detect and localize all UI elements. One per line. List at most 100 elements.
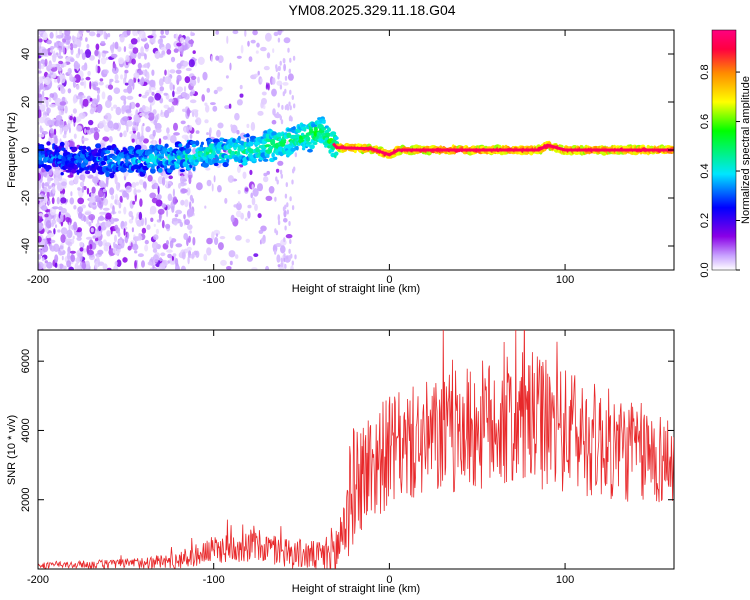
noise-speck bbox=[230, 214, 235, 223]
ridge-cell bbox=[59, 141, 65, 147]
y-tick-label: -20 bbox=[20, 190, 32, 206]
noise-speck bbox=[61, 255, 64, 261]
noise-speck bbox=[244, 187, 249, 192]
noise-speck bbox=[72, 44, 78, 49]
noise-speck bbox=[114, 224, 119, 230]
noise-speck bbox=[59, 245, 64, 250]
noise-speck bbox=[85, 76, 91, 81]
noise-speck bbox=[84, 49, 92, 58]
noise-speck bbox=[63, 140, 70, 147]
noise-speck bbox=[192, 50, 196, 54]
noise-speck bbox=[88, 214, 96, 221]
noise-speck bbox=[180, 175, 185, 184]
noise-speck bbox=[175, 264, 180, 270]
noise-speck bbox=[72, 235, 75, 240]
y-tick-label: 4000 bbox=[20, 418, 32, 442]
ridge-cell bbox=[246, 133, 250, 138]
noise-speck bbox=[145, 71, 150, 81]
noise-speck bbox=[69, 250, 76, 254]
noise-speck bbox=[274, 249, 277, 255]
noise-speck bbox=[235, 202, 242, 211]
noise-speck bbox=[45, 220, 52, 229]
noise-speck bbox=[285, 234, 293, 239]
noise-speck bbox=[73, 205, 77, 210]
noise-speck bbox=[47, 185, 52, 189]
noise-speck bbox=[51, 197, 55, 205]
noise-speck bbox=[192, 236, 196, 246]
y-tick-label: -40 bbox=[20, 238, 32, 254]
noise-speck bbox=[130, 242, 133, 248]
noise-speck bbox=[274, 196, 277, 202]
noise-speck bbox=[74, 262, 79, 270]
noise-speck bbox=[62, 134, 67, 139]
noise-speck bbox=[247, 40, 250, 47]
noise-speck bbox=[147, 261, 153, 266]
noise-speck bbox=[164, 30, 170, 36]
noise-speck bbox=[122, 257, 128, 263]
noise-speck bbox=[38, 61, 42, 70]
noise-speck bbox=[54, 224, 58, 229]
noise-speck bbox=[105, 56, 109, 61]
noise-speck bbox=[64, 212, 71, 219]
noise-speck bbox=[158, 78, 164, 87]
ridge-cell bbox=[649, 145, 654, 150]
ridge-cell bbox=[208, 139, 213, 143]
noise-speck bbox=[276, 254, 281, 263]
noise-speck bbox=[279, 60, 282, 66]
noise-speck bbox=[90, 191, 96, 198]
noise-speck bbox=[160, 252, 166, 257]
noise-speck bbox=[277, 214, 280, 222]
noise-speck bbox=[66, 229, 73, 239]
noise-speck bbox=[132, 30, 137, 36]
noise-speck bbox=[88, 196, 96, 203]
noise-speck bbox=[281, 104, 284, 110]
noise-speck bbox=[42, 75, 45, 80]
noise-speck bbox=[102, 263, 108, 270]
noise-speck bbox=[66, 40, 70, 45]
noise-speck bbox=[164, 76, 171, 85]
noise-speck bbox=[180, 188, 188, 194]
ridge-cell bbox=[312, 141, 318, 145]
noise-speck bbox=[54, 254, 59, 263]
noise-speck bbox=[142, 138, 149, 144]
noise-speck bbox=[39, 83, 44, 90]
noise-speck bbox=[117, 57, 125, 65]
ridge-cell bbox=[212, 150, 216, 156]
noise-speck bbox=[135, 181, 139, 186]
noise-speck bbox=[80, 49, 84, 55]
noise-speck bbox=[289, 105, 292, 111]
noise-speck bbox=[282, 82, 289, 86]
noise-speck bbox=[57, 229, 61, 233]
noise-speck bbox=[61, 96, 66, 103]
noise-speck bbox=[67, 67, 72, 75]
noise-speck bbox=[268, 186, 275, 194]
noise-speck bbox=[165, 43, 171, 51]
noise-speck bbox=[69, 197, 75, 205]
noise-speck bbox=[51, 63, 57, 68]
noise-speck bbox=[181, 47, 184, 56]
noise-speck bbox=[46, 188, 51, 192]
ridge-cell bbox=[266, 154, 270, 158]
ridge-cell bbox=[321, 120, 326, 124]
noise-speck bbox=[79, 247, 84, 252]
noise-speck bbox=[125, 54, 130, 63]
noise-speck bbox=[92, 176, 99, 184]
noise-speck bbox=[94, 260, 99, 270]
noise-speck bbox=[144, 244, 149, 252]
noise-speck bbox=[282, 91, 285, 97]
noise-speck bbox=[72, 95, 77, 104]
noise-speck bbox=[175, 33, 178, 39]
noise-speck bbox=[99, 78, 104, 82]
noise-speck bbox=[115, 106, 122, 116]
ridge-cell bbox=[188, 148, 192, 152]
noise-speck bbox=[107, 120, 114, 129]
ridge-cell bbox=[263, 158, 269, 162]
noise-speck bbox=[201, 94, 205, 102]
noise-speck bbox=[184, 127, 187, 133]
ridge-cell bbox=[195, 140, 200, 147]
noise-speck bbox=[148, 96, 154, 103]
noise-speck bbox=[121, 105, 125, 115]
noise-speck bbox=[244, 30, 247, 37]
noise-speck bbox=[289, 196, 292, 202]
noise-speck bbox=[251, 197, 256, 206]
